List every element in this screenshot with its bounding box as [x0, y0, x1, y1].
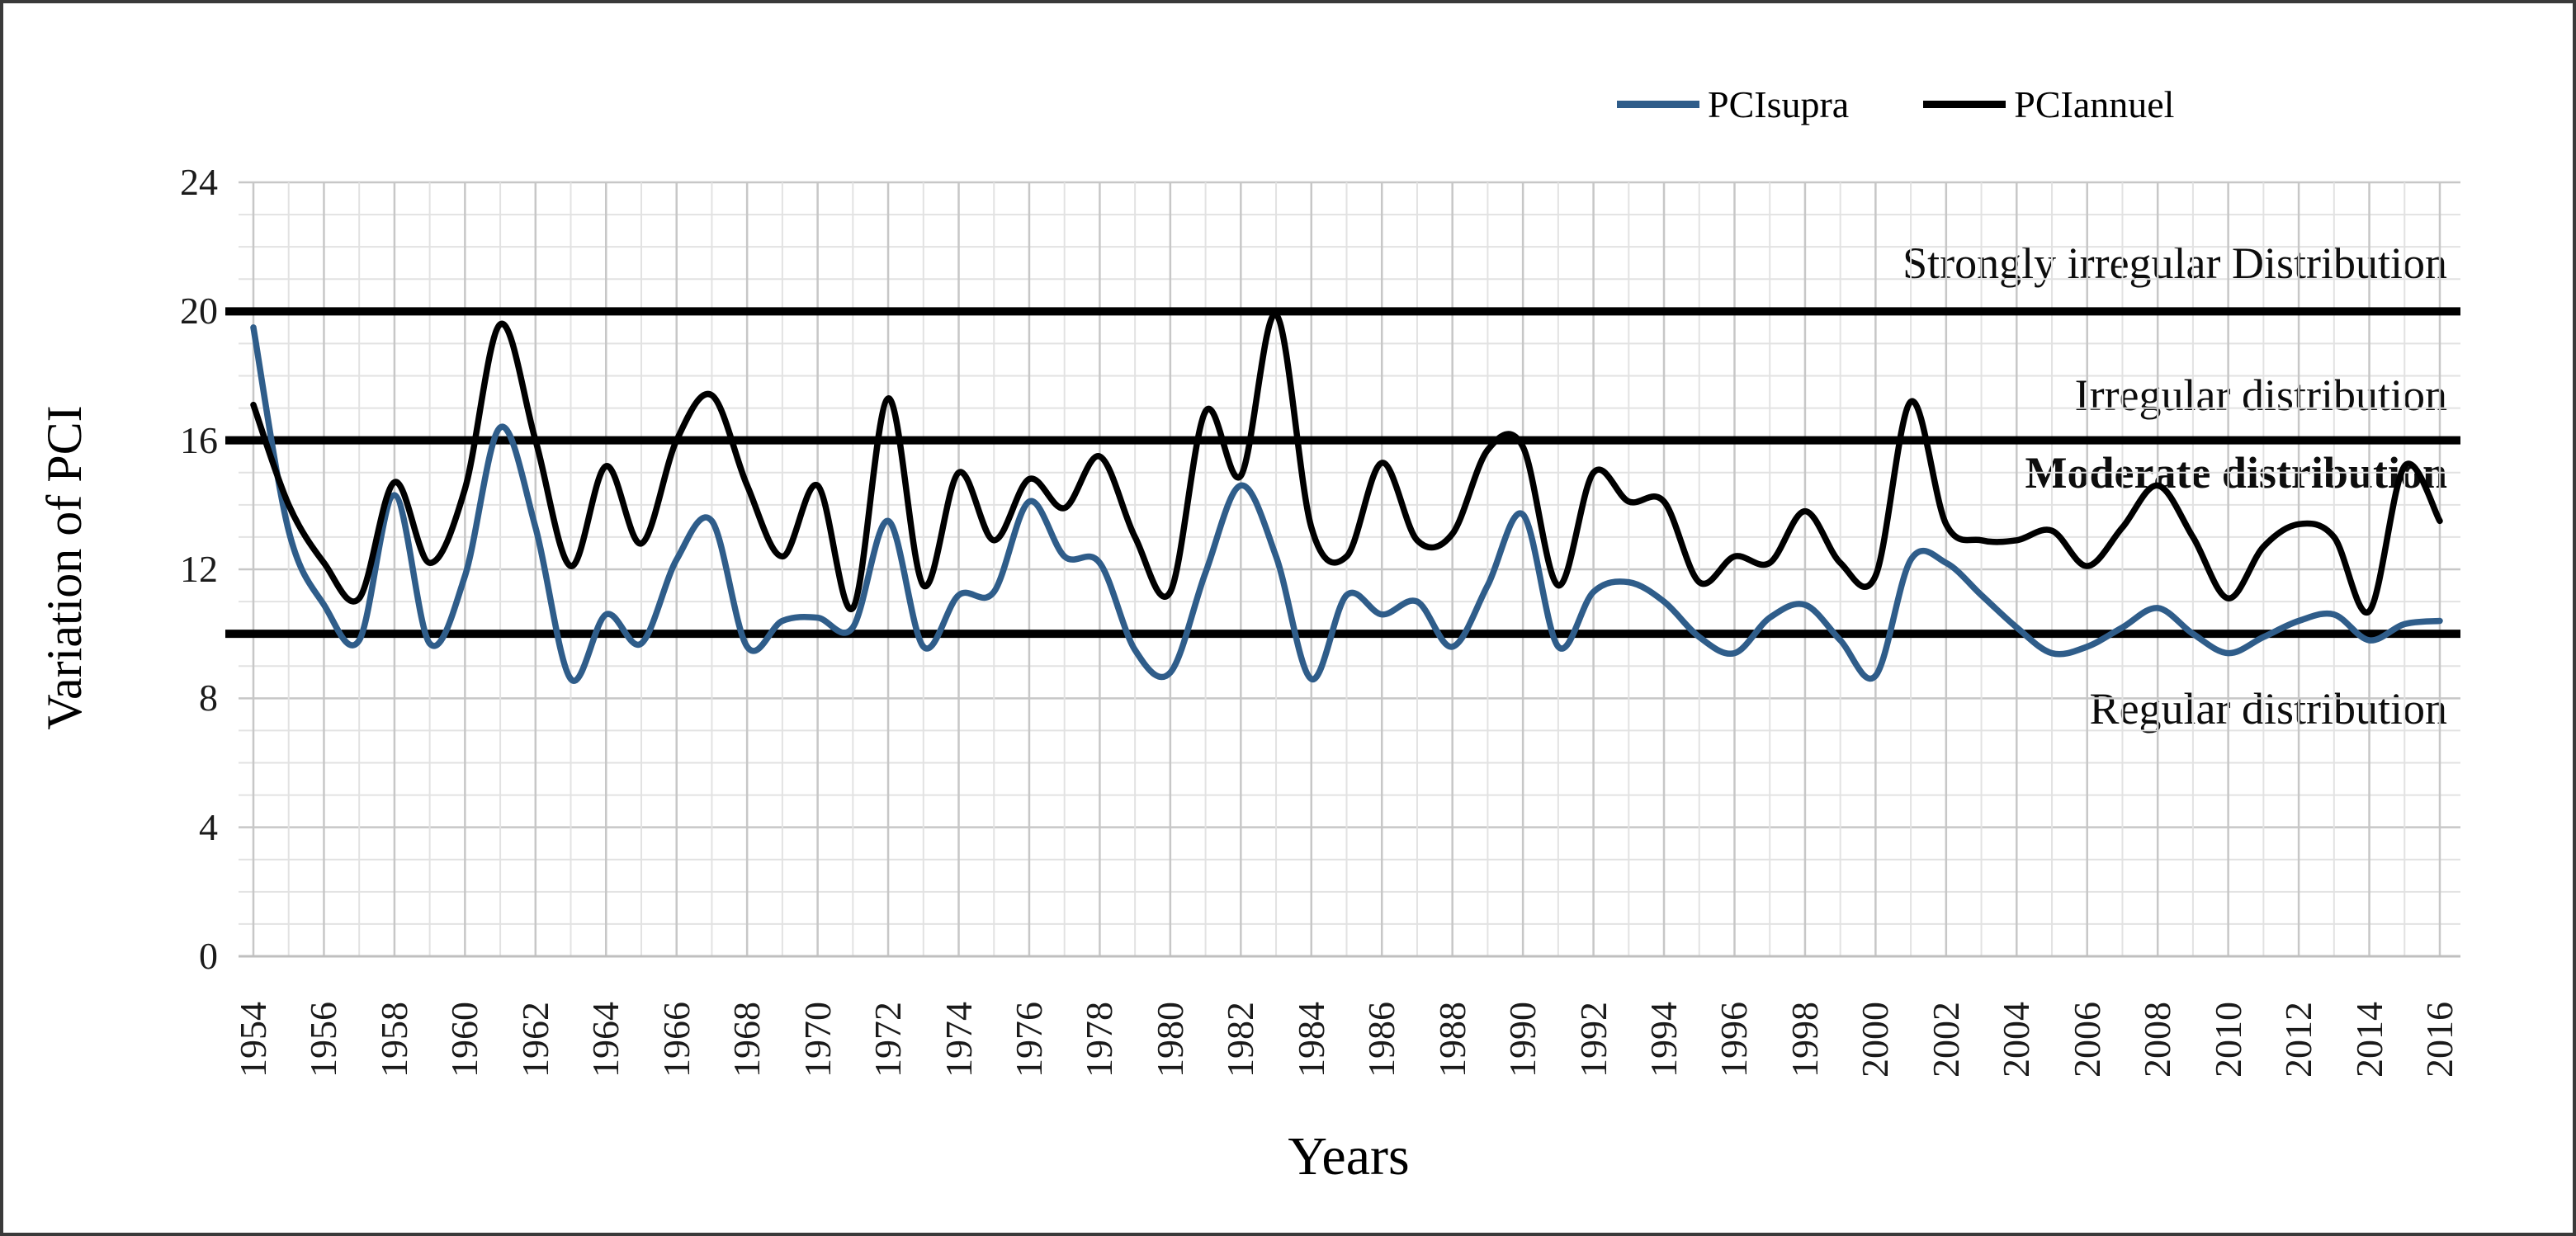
x-tick-label: 1956 — [302, 1002, 345, 1078]
y-tick-label: 8 — [199, 677, 218, 719]
x-tick-label: 1998 — [1783, 1002, 1826, 1078]
x-tick-label: 1990 — [1501, 1002, 1544, 1078]
x-tick-label: 1974 — [937, 1002, 980, 1078]
x-tick-label: 1972 — [867, 1002, 910, 1078]
y-tick-label: 12 — [180, 548, 218, 590]
y-tick-label: 24 — [180, 161, 218, 203]
x-tick-label: 2002 — [1924, 1002, 1967, 1078]
x-tick-label: 1976 — [1007, 1002, 1050, 1078]
x-tick-label: 2006 — [2065, 1002, 2108, 1078]
zone-label-irregular: Irregular distribution — [2074, 370, 2447, 420]
chart-legend: PCIsupra PCIannuel — [1617, 83, 2248, 126]
x-tick-label: 2010 — [2206, 1002, 2249, 1078]
zone-label-regular: Regular distribution — [2089, 684, 2447, 734]
x-tick-label: 1958 — [372, 1002, 415, 1078]
series-line-pcisupra — [250, 324, 2443, 684]
x-tick-label: 1992 — [1572, 1002, 1614, 1078]
chart-canvas — [225, 181, 2460, 958]
x-tick-label: 1968 — [726, 1002, 768, 1078]
x-tick-label: 2014 — [2347, 1002, 2390, 1078]
x-tick-label: 1988 — [1430, 1002, 1473, 1078]
x-tick-label: 1994 — [1642, 1002, 1685, 1078]
x-tick-label: 1996 — [1713, 1002, 1756, 1078]
x-tick-label: 2012 — [2277, 1002, 2320, 1078]
x-tick-label: 2004 — [1995, 1002, 2038, 1078]
x-tick-label: 1978 — [1078, 1002, 1121, 1078]
x-tick-label: 2016 — [2418, 1002, 2460, 1078]
x-tick-label: 2000 — [1854, 1002, 1897, 1078]
y-tick-label: 4 — [199, 805, 218, 848]
x-tick-label: 1966 — [655, 1002, 697, 1078]
y-tick-label: 16 — [180, 418, 218, 461]
x-tick-label: 1964 — [584, 1002, 627, 1078]
pcisupra-line-swatch-icon — [1617, 101, 1699, 108]
legend-label-pciannuel: PCIannuel — [2014, 83, 2175, 125]
x-tick-label: 1954 — [232, 1002, 274, 1078]
series-line-pciannuel — [250, 311, 2443, 616]
x-tick-label: 1960 — [443, 1002, 486, 1078]
x-tick-label: 1970 — [796, 1002, 839, 1078]
legend-label-pcisupra: PCIsupra — [1708, 83, 1850, 125]
y-tick-label: 20 — [180, 290, 218, 333]
x-tick-label: 2008 — [2136, 1002, 2179, 1078]
x-tick-label: 1986 — [1360, 1002, 1403, 1078]
y-tick-label: 0 — [199, 935, 218, 977]
x-tick-label: 1982 — [1219, 1002, 1262, 1078]
x-tick-label: 1984 — [1289, 1002, 1332, 1078]
x-tick-label: 1980 — [1148, 1002, 1191, 1078]
x-axis-title: Years — [1288, 1126, 1410, 1186]
plot-area — [225, 181, 2460, 958]
pciannuel-line-swatch-icon — [1923, 101, 2006, 108]
x-tick-label: 1962 — [513, 1002, 556, 1078]
